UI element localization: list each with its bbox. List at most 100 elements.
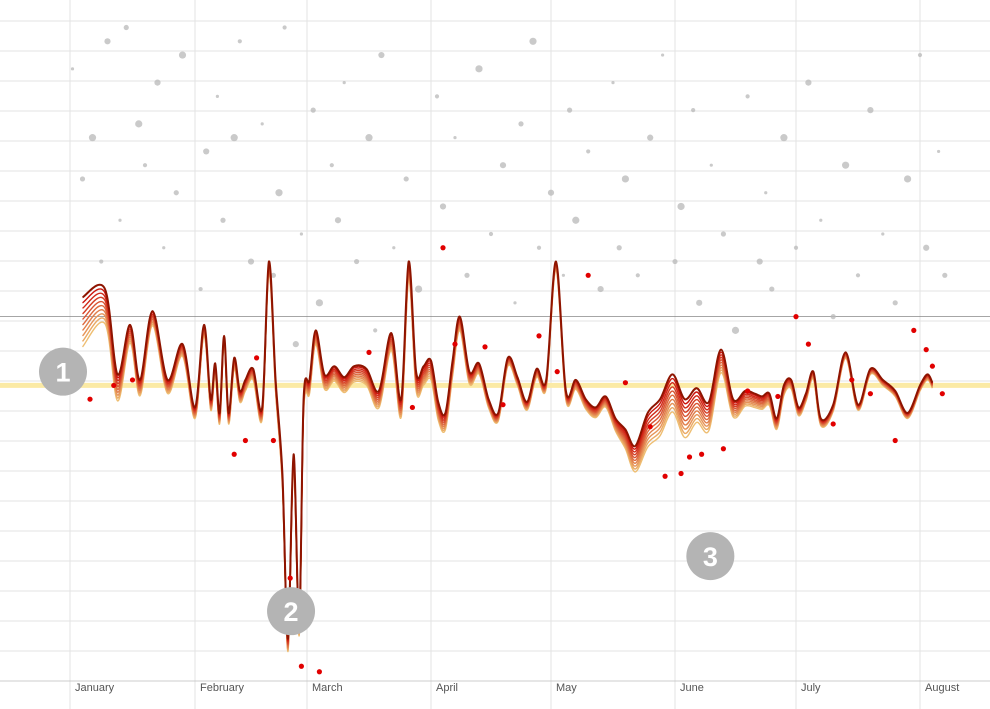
gray-point	[756, 258, 763, 265]
gray-point	[453, 136, 457, 140]
red-point	[699, 451, 705, 457]
gray-point	[805, 79, 812, 86]
annotation-markers: 1 2 3	[39, 347, 735, 636]
trend-band-line	[81, 269, 934, 653]
gray-point	[488, 231, 494, 237]
gray-point	[892, 300, 898, 306]
gray-point	[764, 191, 768, 195]
gray-point	[917, 52, 923, 58]
gray-point	[142, 163, 148, 168]
red-point	[686, 454, 693, 460]
trend-band	[81, 260, 934, 653]
red-point	[929, 363, 936, 369]
red-point	[129, 377, 136, 383]
gray-point	[745, 94, 750, 99]
gray-point	[310, 107, 316, 113]
gray-point	[611, 80, 615, 85]
red-point	[775, 393, 781, 400]
gray-point	[830, 313, 836, 320]
gray-point	[178, 51, 187, 59]
red-point	[536, 333, 542, 339]
gray-point	[547, 189, 555, 196]
trend-line	[81, 260, 934, 640]
gray-point	[855, 273, 861, 278]
gray-point	[709, 163, 713, 167]
gray-point	[247, 258, 255, 265]
gray-point	[365, 134, 373, 142]
gray-point	[373, 328, 378, 333]
red-point	[585, 272, 591, 278]
gray-point	[867, 107, 874, 114]
red-point	[745, 388, 751, 394]
gray-point	[819, 218, 823, 222]
marker-label: 2	[284, 597, 299, 627]
gray-point	[70, 67, 75, 71]
gray-point	[354, 258, 360, 265]
gray-point	[403, 176, 409, 182]
red-point	[939, 391, 945, 397]
gray-point	[529, 37, 537, 45]
red-point	[409, 404, 415, 411]
red-point	[440, 245, 446, 251]
red-point	[830, 421, 836, 427]
gray-point	[173, 190, 179, 196]
month-label: July	[801, 682, 821, 694]
gray-point	[518, 121, 524, 127]
gray-point	[937, 149, 941, 154]
red-point	[554, 369, 560, 375]
red-point	[270, 437, 276, 444]
gray-point	[292, 341, 299, 348]
red-point	[231, 451, 237, 457]
annotation-marker: 2	[267, 587, 316, 636]
red-point	[923, 347, 929, 353]
gray-point	[162, 246, 166, 250]
gray-point	[635, 273, 640, 278]
red-point	[87, 396, 93, 402]
marker-circle	[686, 532, 735, 581]
marker-label: 3	[703, 542, 718, 572]
trend-band-line	[82, 261, 934, 641]
red-point	[242, 437, 248, 444]
gray-point	[793, 245, 799, 250]
red-point	[622, 380, 629, 386]
red-point	[111, 382, 117, 389]
gray-point	[904, 175, 912, 183]
red-point	[366, 349, 372, 355]
red-point	[805, 341, 812, 347]
month-label: June	[680, 682, 704, 694]
gray-point	[586, 149, 591, 154]
red-point	[793, 313, 799, 320]
red-point	[662, 473, 668, 479]
red-point	[867, 391, 874, 397]
red-point	[849, 377, 855, 383]
gray-point	[780, 134, 788, 142]
red-point	[720, 446, 727, 452]
gray-point	[881, 232, 885, 236]
red-point	[298, 663, 304, 669]
gray-point	[647, 134, 654, 141]
gray-point	[315, 299, 323, 307]
red-point	[647, 424, 653, 430]
gray-point	[696, 299, 703, 306]
gray-point	[79, 176, 86, 182]
x-axis: January February March April May June July Augu…	[75, 682, 959, 694]
red-point	[482, 344, 488, 350]
trend-band-line	[82, 262, 934, 643]
red-point	[500, 402, 506, 408]
gray-point	[572, 216, 580, 224]
red-point	[316, 669, 322, 675]
gray-point	[329, 163, 334, 168]
month-label: April	[436, 682, 458, 694]
gray-point	[720, 231, 727, 237]
gray-point	[198, 286, 203, 292]
month-label: March	[312, 682, 343, 694]
trend-band-line	[82, 264, 934, 646]
month-label: January	[75, 682, 115, 694]
trend-band-line	[81, 268, 934, 651]
gray-point	[237, 39, 242, 44]
gray-point	[475, 65, 483, 73]
gray-point	[769, 286, 775, 292]
gray-point	[104, 38, 111, 45]
gray-scatter	[70, 24, 948, 348]
